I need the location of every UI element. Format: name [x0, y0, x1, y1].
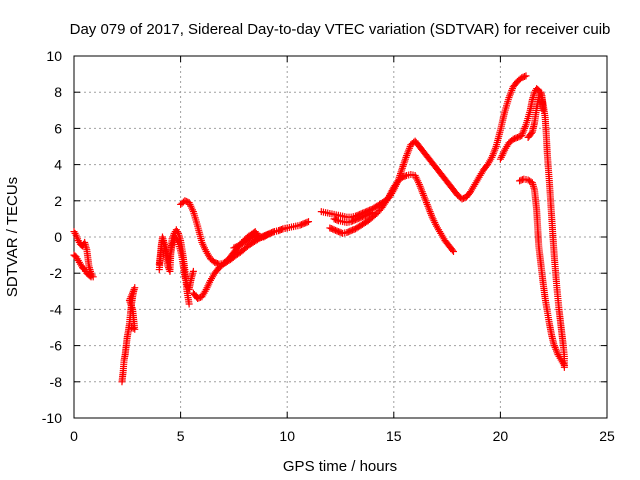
y-tick-label: -10: [42, 410, 62, 426]
x-tick-label: 10: [279, 428, 295, 444]
y-tick-label: 6: [54, 120, 62, 136]
series-day-lower: [326, 171, 457, 255]
y-tick-label: 4: [54, 157, 62, 173]
data-point: [283, 224, 291, 232]
data-point: [388, 186, 396, 194]
y-axis-label: SDTVAR / TECUs: [4, 177, 21, 297]
data-point: [448, 246, 456, 254]
data-point: [87, 273, 95, 281]
data-point: [185, 300, 193, 308]
series-late-extra: [524, 88, 547, 141]
data-point: [401, 172, 409, 180]
data-point: [269, 228, 277, 236]
y-tick-label: 2: [54, 193, 62, 209]
data-point: [386, 190, 394, 198]
y-tick-label: -4: [50, 301, 63, 317]
y-tick-label: 8: [54, 84, 62, 100]
data-point: [189, 267, 197, 275]
data-point: [527, 129, 535, 137]
data-point: [367, 209, 375, 217]
grid: [74, 56, 607, 418]
y-tick-label: 10: [46, 48, 62, 64]
data-point: [539, 106, 547, 114]
data-point: [449, 247, 457, 255]
data-point: [86, 272, 94, 280]
data-point: [303, 218, 311, 226]
data-point: [128, 324, 136, 331]
data-points: [70, 72, 568, 386]
data-point: [387, 188, 395, 196]
x-tick-label: 15: [386, 428, 402, 444]
series-late-lower: [516, 175, 568, 370]
series-dip: [118, 284, 139, 386]
data-point: [278, 225, 286, 233]
data-point: [129, 324, 137, 332]
data-point: [333, 216, 341, 224]
series-main-mid: [230, 230, 272, 252]
series-pre5-b: [155, 233, 197, 293]
y-tick-label: -2: [50, 265, 63, 281]
x-tick-label: 5: [177, 428, 185, 444]
data-point: [368, 209, 376, 217]
x-axis-label: GPS time / hours: [283, 458, 397, 475]
y-tick-label: 0: [54, 229, 62, 245]
data-point: [264, 230, 272, 238]
y-tick-label: -8: [50, 374, 63, 390]
series-day-upper: [317, 72, 530, 221]
data-point: [305, 218, 313, 226]
data-point: [521, 73, 529, 81]
series-day-mid: [330, 209, 376, 227]
chart-title: Day 079 of 2017, Sidereal Day-to-day VTE…: [70, 21, 611, 38]
data-point: [560, 362, 568, 370]
y-tick-label: -6: [50, 338, 63, 354]
series-early-b: [70, 251, 95, 281]
axis-ticks: 0 5 10 15 20 25 -10 -8 -6 -4 -2 0 2 4 6 8 10: [42, 48, 615, 444]
data-point: [263, 231, 271, 239]
data-point: [522, 72, 530, 80]
x-tick-label: 0: [70, 428, 78, 444]
x-tick-label: 20: [493, 428, 509, 444]
data-point: [386, 191, 394, 199]
x-tick-label: 25: [599, 428, 615, 444]
